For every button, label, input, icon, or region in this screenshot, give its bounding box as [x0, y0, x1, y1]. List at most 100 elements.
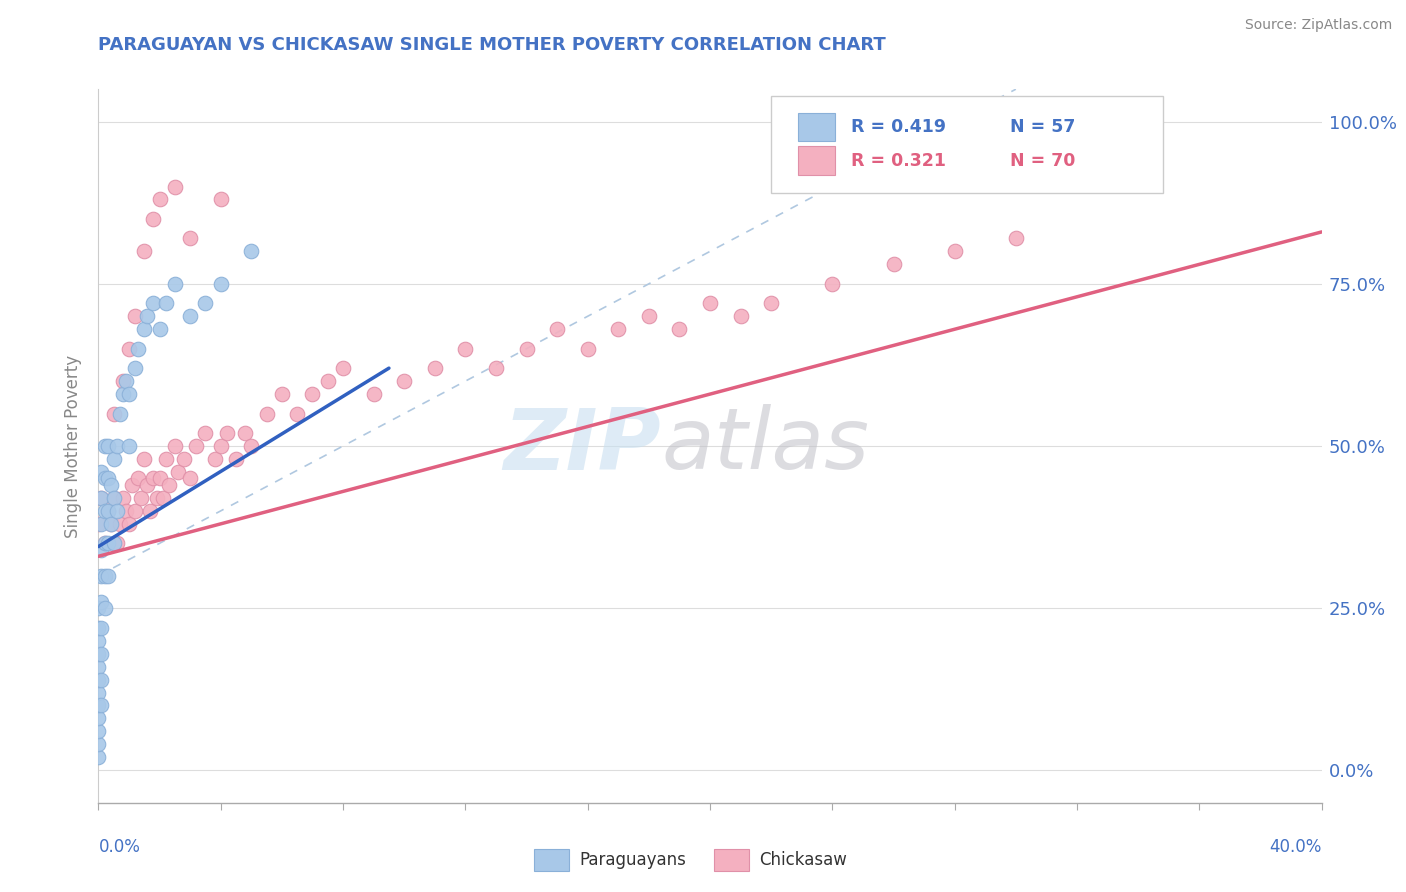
Point [157, 478, 180, 492]
Point [93, 536, 115, 550]
Text: 40.0%: 40.0% [1270, 838, 1322, 856]
Point [240, 244, 263, 259]
Point [233, 425, 256, 440]
Y-axis label: Single Mother Poverty: Single Mother Poverty [65, 354, 83, 538]
Point [90, 698, 112, 713]
Text: PARAGUAYAN VS CHICKASAW SINGLE MOTHER POVERTY CORRELATION CHART: PARAGUAYAN VS CHICKASAW SINGLE MOTHER PO… [98, 36, 886, 54]
Point [105, 504, 128, 518]
Point [546, 322, 568, 336]
Point [179, 471, 201, 485]
Point [134, 452, 156, 467]
Point [111, 387, 134, 401]
Point [167, 465, 190, 479]
Point [139, 504, 162, 518]
Point [256, 407, 278, 421]
Point [225, 452, 247, 467]
Text: N = 57: N = 57 [1010, 118, 1076, 136]
Point [759, 296, 782, 310]
Text: ZIP: ZIP [503, 404, 661, 488]
Point [87, 711, 110, 725]
Point [454, 342, 477, 356]
Point [87, 516, 110, 531]
Point [209, 277, 232, 291]
Point [134, 244, 156, 259]
Point [97, 504, 120, 518]
Point [108, 516, 131, 531]
Point [93, 536, 115, 550]
Point [607, 322, 630, 336]
Text: atlas: atlas [661, 404, 869, 488]
Point [136, 310, 159, 324]
Point [87, 724, 110, 739]
Point [87, 750, 110, 764]
Text: N = 70: N = 70 [1010, 152, 1076, 169]
Point [637, 310, 661, 324]
Point [883, 257, 905, 271]
Point [90, 595, 112, 609]
Point [93, 601, 115, 615]
Point [149, 193, 172, 207]
Point [730, 310, 752, 324]
Point [87, 698, 110, 713]
Point [240, 439, 263, 453]
Point [97, 504, 120, 518]
Point [118, 516, 141, 531]
Point [163, 277, 186, 291]
Point [111, 491, 134, 505]
Point [134, 322, 156, 336]
Point [155, 296, 177, 310]
Point [100, 516, 122, 531]
Point [124, 504, 146, 518]
Text: Paraguayans: Paraguayans [579, 851, 686, 869]
Point [127, 471, 149, 485]
Point [152, 491, 174, 505]
Point [215, 425, 238, 440]
Point [93, 568, 115, 582]
Point [127, 342, 149, 356]
Point [105, 439, 128, 453]
Point [100, 516, 122, 531]
Point [87, 685, 110, 699]
Point [699, 296, 721, 310]
Point [90, 491, 112, 505]
Point [136, 478, 159, 492]
Point [90, 647, 112, 661]
Point [209, 193, 232, 207]
Point [163, 439, 186, 453]
Point [121, 478, 143, 492]
Point [332, 361, 354, 376]
Point [179, 310, 201, 324]
Point [668, 322, 690, 336]
Point [1004, 231, 1026, 245]
Point [93, 504, 115, 518]
Point [87, 621, 110, 635]
Point [285, 407, 308, 421]
Point [943, 244, 966, 259]
Point [90, 542, 112, 557]
Point [194, 296, 217, 310]
Point [118, 342, 141, 356]
Point [87, 659, 110, 673]
Point [87, 738, 110, 752]
Point [145, 491, 167, 505]
Point [90, 673, 112, 687]
Point [103, 407, 125, 421]
Point [90, 491, 112, 505]
Point [87, 601, 110, 615]
Point [93, 471, 115, 485]
Point [209, 439, 232, 453]
Point [97, 439, 120, 453]
Point [186, 439, 208, 453]
Point [155, 452, 177, 467]
Point [90, 621, 112, 635]
Point [204, 452, 226, 467]
Point [149, 471, 172, 485]
Point [363, 387, 385, 401]
Text: R = 0.419: R = 0.419 [851, 118, 946, 136]
Point [87, 673, 110, 687]
Point [118, 387, 141, 401]
Point [103, 452, 125, 467]
Point [142, 211, 165, 226]
Point [316, 374, 339, 388]
Point [194, 425, 217, 440]
